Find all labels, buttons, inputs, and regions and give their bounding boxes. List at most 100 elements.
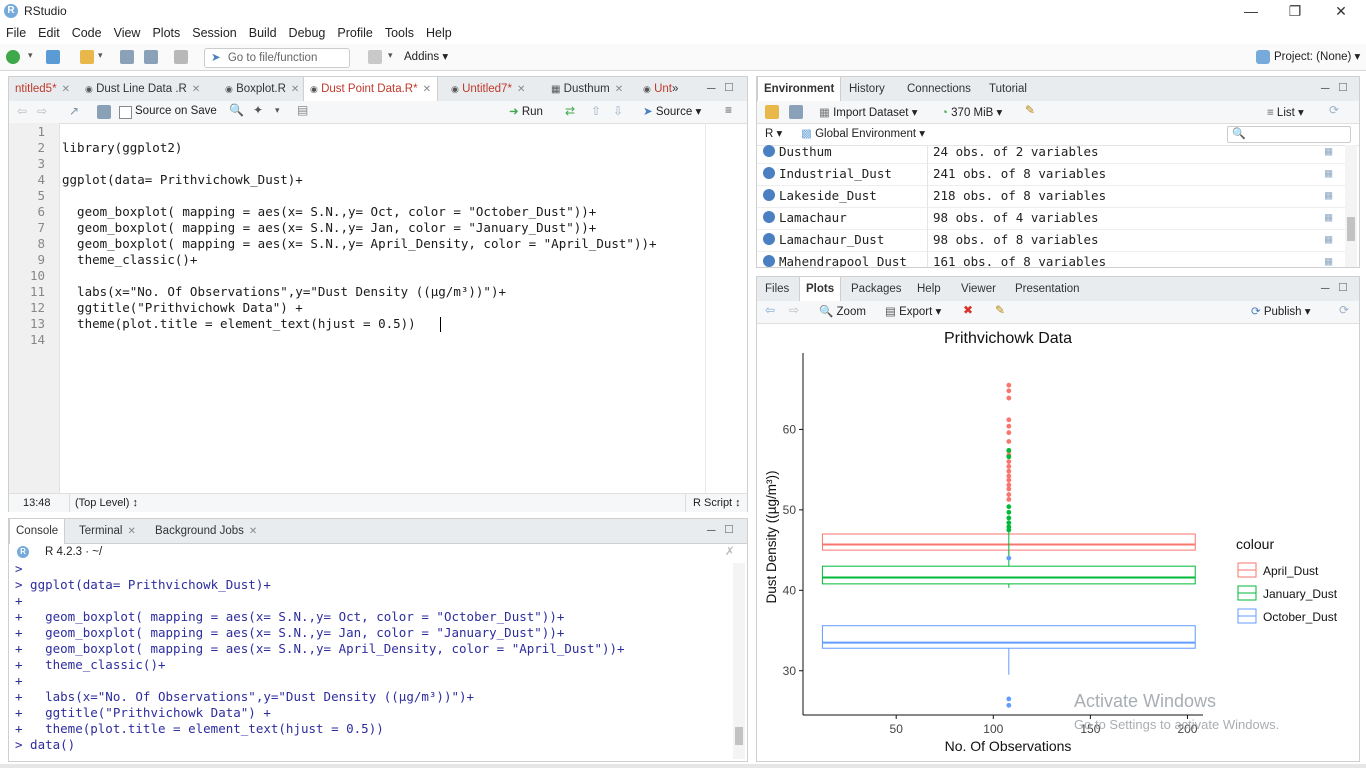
- save-icon[interactable]: [120, 50, 134, 64]
- remove-plot-icon[interactable]: ✖: [963, 303, 974, 317]
- rerun-icon[interactable]: ⇄: [565, 104, 576, 118]
- save-icon[interactable]: [97, 105, 111, 119]
- menu-plots[interactable]: Plots: [152, 26, 181, 40]
- tab-console[interactable]: Console: [9, 519, 66, 544]
- save-all-icon[interactable]: [144, 50, 158, 64]
- menu-tools[interactable]: Tools: [384, 26, 415, 40]
- expand-icon[interactable]: [763, 255, 775, 267]
- menu-profile[interactable]: Profile: [337, 26, 373, 40]
- broom-icon[interactable]: ✎: [995, 303, 1006, 317]
- environment-row[interactable]: Industrial_Dust 241 obs. of 8 variables ▦: [757, 163, 1345, 186]
- file-type-selector[interactable]: R Script ↕: [693, 497, 741, 509]
- go-down-icon[interactable]: ⇩: [613, 104, 624, 118]
- save-workspace-icon[interactable]: [789, 105, 803, 119]
- minimize-button[interactable]: —: [1244, 3, 1258, 19]
- zoom-button[interactable]: 🔍 Zoom: [819, 304, 866, 318]
- environment-search-input[interactable]: 🔍: [1227, 126, 1351, 143]
- tab-untitled5[interactable]: ntitled5* ✕: [9, 77, 76, 101]
- view-data-icon[interactable]: ▦: [1325, 210, 1333, 224]
- menu-debug[interactable]: Debug: [288, 26, 326, 40]
- new-file-icon[interactable]: [6, 50, 20, 64]
- tabs-overflow-icon[interactable]: »: [671, 83, 679, 95]
- forward-icon[interactable]: ⇨: [37, 104, 48, 118]
- close-icon[interactable]: ✕: [127, 526, 136, 537]
- tab-tutorial[interactable]: Tutorial: [983, 77, 1033, 101]
- environment-row[interactable]: Lamachaur_Dust 98 obs. of 8 variables ▦: [757, 229, 1345, 252]
- close-icon[interactable]: ✕: [422, 84, 431, 95]
- search-icon[interactable]: 🔍: [229, 103, 244, 117]
- expand-icon[interactable]: [763, 189, 775, 201]
- tab-dust-point-data[interactable]: ◉ Dust Point Data.R* ✕: [303, 77, 438, 102]
- refresh-icon[interactable]: ⟳: [1339, 303, 1350, 317]
- environment-scrollbar[interactable]: [1345, 145, 1357, 267]
- view-data-icon[interactable]: ▦: [1325, 166, 1333, 180]
- outline-icon[interactable]: ≡: [725, 103, 733, 117]
- tab-viewer[interactable]: Viewer: [955, 277, 1002, 301]
- run-button[interactable]: ➜ Run: [509, 104, 543, 118]
- chevron-down-icon[interactable]: ▾: [275, 105, 280, 115]
- expand-icon[interactable]: [763, 211, 775, 223]
- clear-console-icon[interactable]: ✗: [725, 546, 735, 558]
- import-dataset-button[interactable]: ▦ Import Dataset ▾: [819, 107, 918, 119]
- maximize-pane-icon[interactable]: □: [1339, 79, 1347, 94]
- print-icon[interactable]: [174, 50, 188, 64]
- scrollbar-thumb[interactable]: [735, 727, 743, 745]
- tab-plots[interactable]: Plots: [799, 277, 842, 302]
- magic-wand-icon[interactable]: ✦: [253, 103, 264, 117]
- compile-report-icon[interactable]: ▤: [297, 103, 309, 117]
- expand-icon[interactable]: [763, 233, 775, 245]
- tab-boxplot[interactable]: ◉ Boxplot.R ✕: [219, 77, 305, 101]
- tab-untitled-overflow[interactable]: ◉ Unt»: [637, 77, 684, 101]
- go-up-icon[interactable]: ⇧: [591, 104, 602, 118]
- source-on-save-checkbox[interactable]: [119, 106, 132, 119]
- export-button[interactable]: ▤ Export ▾: [885, 306, 942, 318]
- minimize-pane-icon[interactable]: ─: [707, 81, 716, 95]
- previous-plot-icon[interactable]: ⇦: [765, 303, 776, 317]
- tab-help[interactable]: Help: [911, 277, 947, 301]
- workspace-panes-icon[interactable]: [368, 50, 382, 64]
- list-view-dropdown[interactable]: ≡ List ▾: [1267, 107, 1304, 119]
- close-icon[interactable]: ✕: [248, 526, 258, 537]
- maximize-pane-icon[interactable]: □: [1339, 279, 1347, 294]
- tab-presentation[interactable]: Presentation: [1009, 277, 1086, 301]
- environment-row[interactable]: Mahendrapool_Dust 161 obs. of 8 variables…: [757, 251, 1345, 267]
- menu-build[interactable]: Build: [248, 26, 277, 40]
- goto-file-input[interactable]: ➤ Go to file/function: [204, 48, 350, 68]
- open-folder-icon[interactable]: [80, 50, 94, 64]
- tab-environment[interactable]: Environment: [757, 77, 842, 102]
- maximize-pane-icon[interactable]: □: [725, 521, 733, 536]
- language-dropdown[interactable]: R ▾: [765, 128, 783, 140]
- expand-icon[interactable]: [763, 145, 775, 157]
- project-menu[interactable]: Project: (None) ▾: [1274, 51, 1361, 63]
- tab-files[interactable]: Files: [759, 277, 795, 301]
- menu-view[interactable]: View: [113, 26, 141, 40]
- source-button[interactable]: ➤ Source ▾: [643, 106, 702, 118]
- tab-untitled7[interactable]: ◉ Untitled7* ✕: [445, 77, 531, 101]
- back-icon[interactable]: ⇦: [17, 104, 28, 118]
- minimize-pane-icon[interactable]: ─: [1321, 81, 1330, 95]
- broom-icon[interactable]: ✎: [1025, 103, 1036, 117]
- console-scrollbar[interactable]: [733, 563, 745, 759]
- view-data-icon[interactable]: ▦: [1325, 232, 1333, 246]
- minimize-pane-icon[interactable]: ─: [1321, 281, 1330, 295]
- tab-history[interactable]: History: [843, 77, 891, 101]
- close-icon[interactable]: ✕: [61, 84, 70, 95]
- tab-background-jobs[interactable]: Background Jobs ✕: [149, 519, 263, 543]
- minimize-pane-icon[interactable]: ─: [707, 523, 716, 537]
- tab-dust-line-data[interactable]: ◉ Dust Line Data .R ✕: [79, 77, 206, 101]
- chevron-down-icon[interactable]: ▾: [388, 50, 393, 60]
- environment-row[interactable]: Lakeside_Dust 218 obs. of 8 variables ▦: [757, 185, 1345, 208]
- tab-connections[interactable]: Connections: [901, 77, 977, 101]
- view-data-icon[interactable]: ▦: [1325, 145, 1333, 158]
- environment-row[interactable]: Dusthum 24 obs. of 2 variables ▦: [757, 145, 1345, 164]
- addins-menu[interactable]: Addins ▾: [404, 51, 449, 63]
- memory-usage[interactable]: ◔ 370 MiB ▾: [941, 107, 1003, 119]
- menu-session[interactable]: Session: [192, 26, 237, 40]
- tab-packages[interactable]: Packages: [845, 277, 908, 301]
- menu-code[interactable]: Code: [71, 26, 102, 40]
- view-data-icon[interactable]: ▦: [1325, 254, 1333, 267]
- maximize-pane-icon[interactable]: □: [725, 79, 733, 94]
- expand-icon[interactable]: [763, 167, 775, 179]
- show-in-window-icon[interactable]: ↗: [69, 104, 80, 118]
- refresh-icon[interactable]: ⟳: [1329, 103, 1340, 117]
